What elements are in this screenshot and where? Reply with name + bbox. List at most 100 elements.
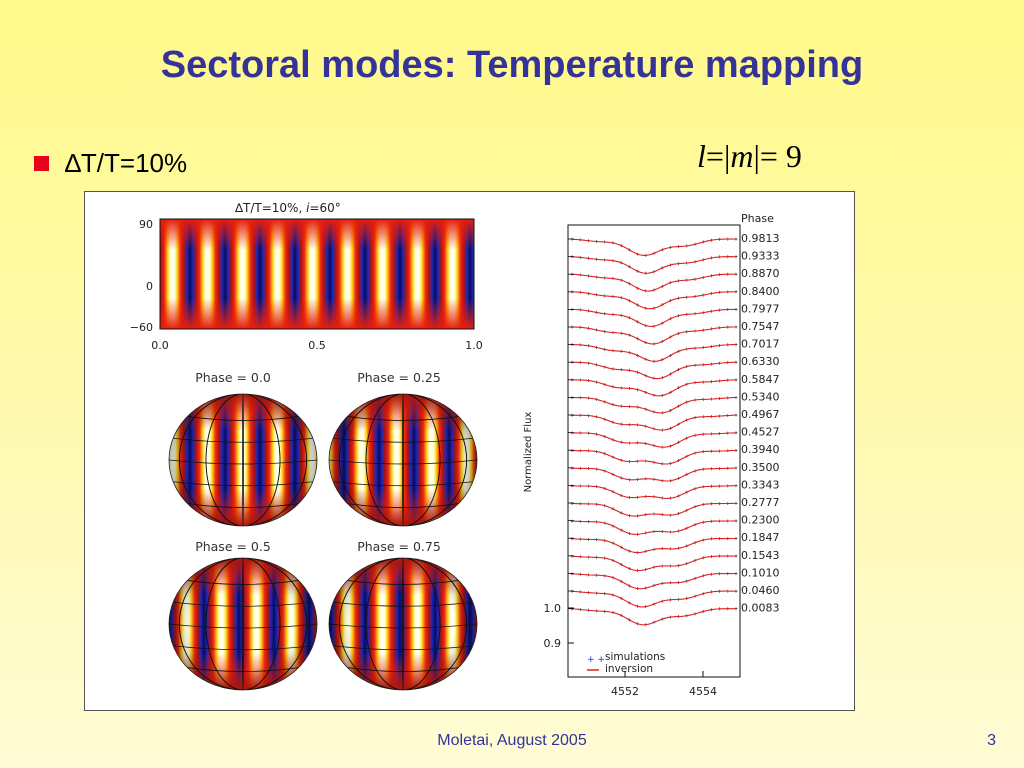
map-x-tick: 0.5 — [308, 339, 326, 352]
sphere-grid-meridian — [338, 558, 468, 690]
phase-label: 0.1543 — [741, 549, 780, 562]
sphere-phase-025 — [328, 393, 478, 527]
sphere-grid-meridian — [402, 558, 404, 690]
temperature-map-polar-fade — [160, 219, 474, 329]
phase-label: 0.6330 — [741, 355, 780, 368]
sphere-grid-meridian — [365, 394, 441, 526]
sphere-grid-parallel — [187, 416, 299, 421]
profile-inversion — [571, 555, 736, 572]
phase-label: 0.2300 — [741, 514, 780, 527]
line-profile-legend: + + simulations inversion — [587, 651, 665, 675]
footer-text: Moletai, August 2005 — [437, 732, 587, 749]
lp-x-tick: 4552 — [611, 685, 639, 698]
profile-inversion — [572, 485, 736, 499]
sphere-grid-parallel — [187, 667, 299, 672]
formula-m: m — [730, 138, 754, 174]
sphere-grid-meridian — [402, 394, 404, 526]
map-y-tick: 90 — [139, 218, 153, 231]
phase-label: 0.7547 — [741, 320, 780, 333]
slide-title: Sectoral modes: Temperature mapping — [160, 44, 864, 86]
sphere-grid-parallel — [329, 623, 477, 629]
sphere-grid-parallel — [333, 481, 473, 487]
formula-eq1: =| — [705, 138, 731, 174]
bullet-text: ∆T/T=10% — [65, 148, 188, 178]
profile-simulation — [570, 589, 738, 609]
line-profiles — [568, 237, 738, 627]
legend-simulations-label: simulations — [605, 651, 665, 663]
phase-label: 0.1847 — [741, 531, 780, 544]
phase-labels: 0.9813 0.9333 0.8870 0.8400 0.7977 0.7547 0.70… — [741, 232, 780, 615]
sphere-grid-meridian — [365, 558, 441, 690]
phase-label: 0.9813 — [741, 232, 780, 245]
lp-x-tick: 4554 — [689, 685, 717, 698]
sphere-grid-parallel — [173, 601, 313, 607]
formula-eq2: |= 9 — [753, 138, 802, 174]
sphere-grid-meridian — [338, 394, 468, 526]
line-profile-frame — [567, 224, 741, 678]
mode-formula: l=|m|= 9 — [697, 138, 802, 175]
profile-inversion — [571, 520, 736, 535]
profile-inversion — [572, 396, 737, 414]
phase-label: 0.3343 — [741, 478, 780, 491]
sphere-grid-parallel — [187, 580, 299, 585]
figure-panel: ∆T/T=10%, i=60° 90 0 −60 0.0 0.5 1.0 Pha… — [84, 191, 855, 711]
sphere-label: Phase = 0.75 — [357, 539, 441, 554]
profile-inversion — [571, 238, 736, 256]
phase-header: Phase — [741, 212, 774, 225]
phase-label: 0.0083 — [741, 602, 780, 615]
line-profile-ylabel: Normalized Flux — [523, 412, 534, 493]
sphere-grid-parallel — [333, 601, 473, 607]
sphere-phase-0 — [168, 393, 318, 527]
sphere-grid-meridian — [178, 558, 308, 690]
map-y-tick: −60 — [130, 321, 153, 334]
sphere-grid-parallel — [169, 623, 317, 629]
phase-label: 0.4527 — [741, 426, 780, 439]
profile-inversion — [571, 291, 736, 310]
phase-label: 0.8400 — [741, 285, 780, 298]
profile-inversion — [571, 590, 736, 608]
sphere-grid-meridian — [205, 558, 281, 690]
profile-inversion — [571, 256, 736, 274]
profile-inversion — [571, 573, 736, 590]
map-title: ∆T/T=10%, i=60° — [234, 201, 341, 215]
sphere-phase-075 — [328, 557, 478, 691]
map-y-tick: 0 — [146, 280, 153, 293]
sphere-grid-parallel — [347, 503, 459, 508]
sphere-grid-meridian — [242, 394, 244, 526]
profile-inversion — [572, 379, 736, 397]
temperature-map-frame — [159, 218, 475, 330]
sphere-grid-meridian — [242, 558, 244, 690]
profile-inversion — [572, 414, 737, 431]
phase-label: 0.8870 — [741, 267, 780, 280]
profile-inversion — [571, 344, 736, 362]
phase-label: 0.5340 — [741, 390, 780, 403]
sphere-grid-meridian — [178, 394, 308, 526]
sphere-grid-parallel — [173, 481, 313, 487]
profile-inversion — [571, 502, 737, 517]
lp-y-tick: 0.9 — [544, 637, 562, 650]
bullet-item: ∆T/T=10% — [34, 148, 187, 179]
sphere-grid-parallel — [329, 459, 477, 465]
bullet-square-icon — [34, 156, 49, 171]
lp-y-tick: 1.0 — [544, 602, 562, 615]
phase-label: 0.7017 — [741, 338, 780, 351]
figure-svg: ∆T/T=10%, i=60° 90 0 −60 0.0 0.5 1.0 Pha… — [130, 201, 780, 698]
sphere-grid-parallel — [169, 459, 317, 465]
sphere-grid-parallel — [333, 437, 473, 443]
map-x-tick: 1.0 — [465, 339, 483, 352]
profile-inversion — [571, 308, 736, 327]
phase-label: 0.5847 — [741, 373, 780, 386]
legend-simulations-marker: + + — [587, 655, 605, 665]
profile-inversion — [572, 432, 737, 448]
sphere-label: Phase = 0.0 — [195, 370, 271, 385]
phase-label: 0.3500 — [741, 461, 780, 474]
sphere-grid-meridian — [205, 394, 281, 526]
phase-label: 0.7977 — [741, 302, 780, 315]
formula-l: l — [697, 138, 706, 174]
profile-inversion — [571, 273, 736, 292]
temperature-map — [159, 218, 475, 330]
page-number: 3 — [987, 732, 996, 749]
sphere-grid-parallel — [173, 645, 313, 651]
profile-inversion — [571, 537, 736, 554]
sphere-grid-parallel — [333, 645, 473, 651]
